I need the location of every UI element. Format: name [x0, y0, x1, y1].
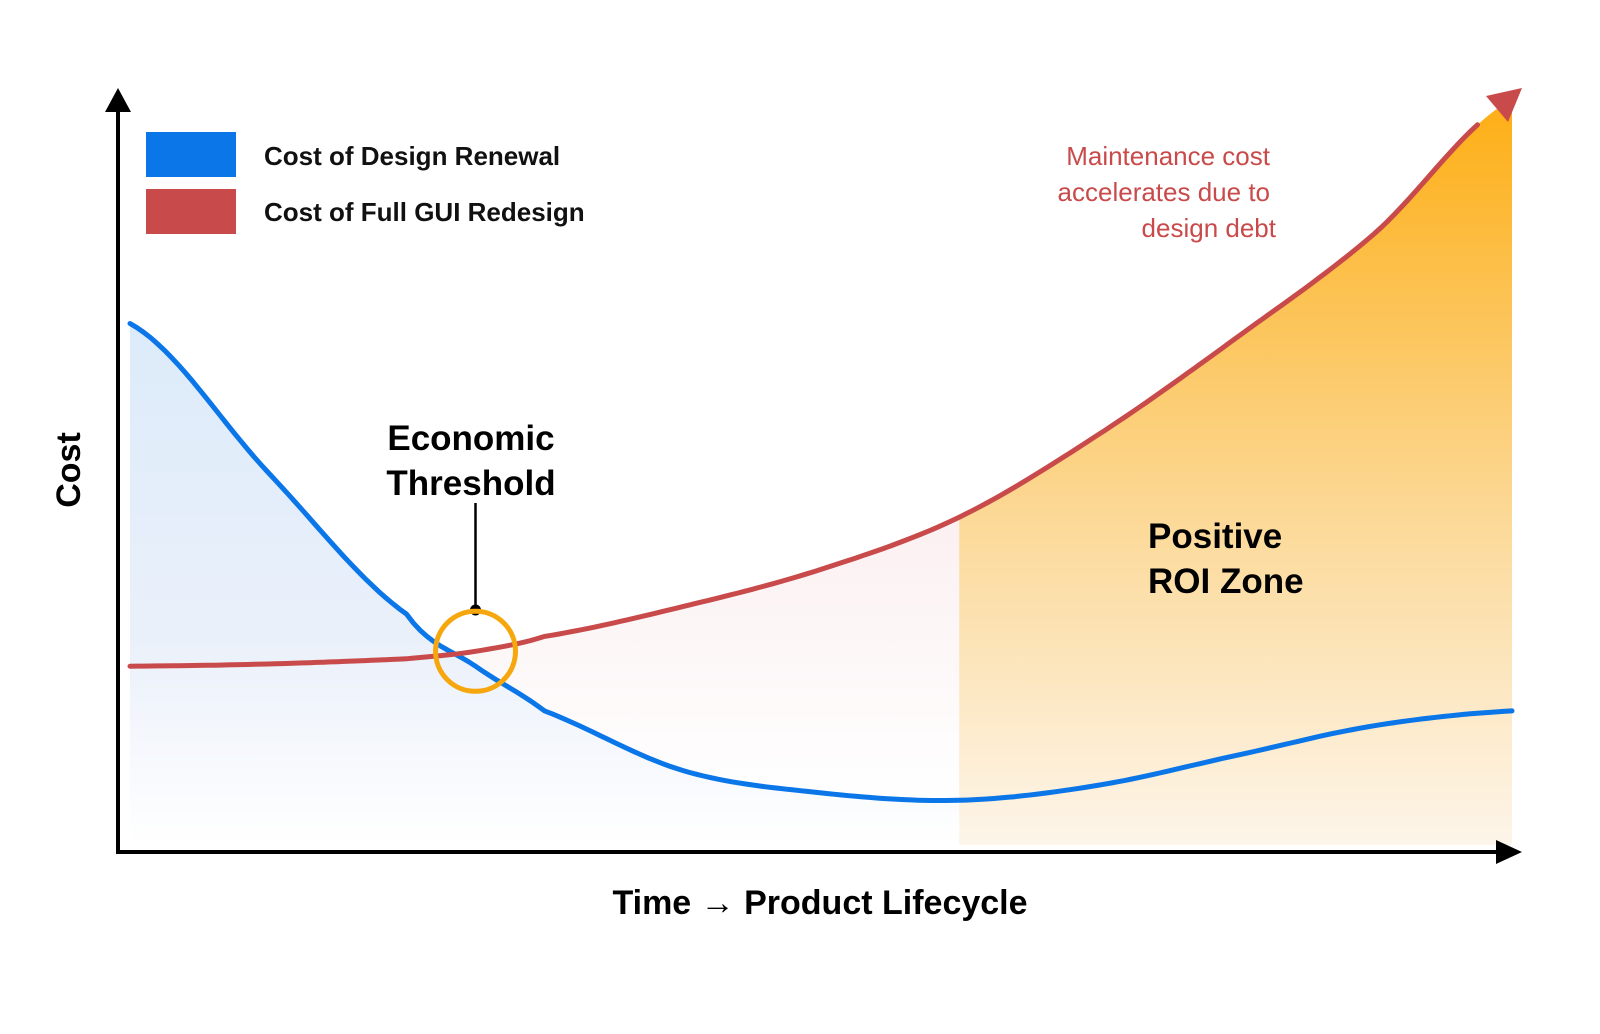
y-axis-label: Cost — [50, 432, 88, 508]
maintenance-note-line-3: design debt — [1142, 213, 1277, 243]
redesign-arrowhead — [1486, 88, 1522, 122]
maintenance-note-line-1: Maintenance cost — [1066, 141, 1271, 171]
legend-label-design-renewal: Cost of Design Renewal — [264, 141, 560, 171]
x-axis-label: Time → Product Lifecycle — [612, 884, 1027, 922]
economic-threshold-label-line-1: Economic — [387, 419, 554, 458]
gap-area — [475, 517, 960, 801]
maintenance-note-line-2: accelerates due to — [1058, 177, 1270, 207]
positive-roi-zone-label-line-1: Positive — [1148, 517, 1282, 556]
legend-label-full-gui-redesign: Cost of Full GUI Redesign — [264, 197, 585, 227]
economic-threshold-marker — [433, 608, 518, 694]
positive-roi-zone-area — [959, 100, 1512, 845]
series-line-design-renewal — [127, 321, 1515, 803]
renewal-cost-area — [130, 323, 1512, 845]
series-line-full-gui-redesign — [127, 122, 1480, 669]
positive-roi-zone-label-line-2: ROI Zone — [1148, 562, 1304, 601]
x-axis-arrowhead — [1496, 840, 1522, 864]
legend-swatch-design-renewal — [146, 132, 236, 177]
legend-swatch-full-gui-redesign — [146, 189, 236, 234]
economic-threshold-label-line-2: Threshold — [386, 464, 555, 503]
y-axis-arrowhead — [105, 88, 131, 112]
